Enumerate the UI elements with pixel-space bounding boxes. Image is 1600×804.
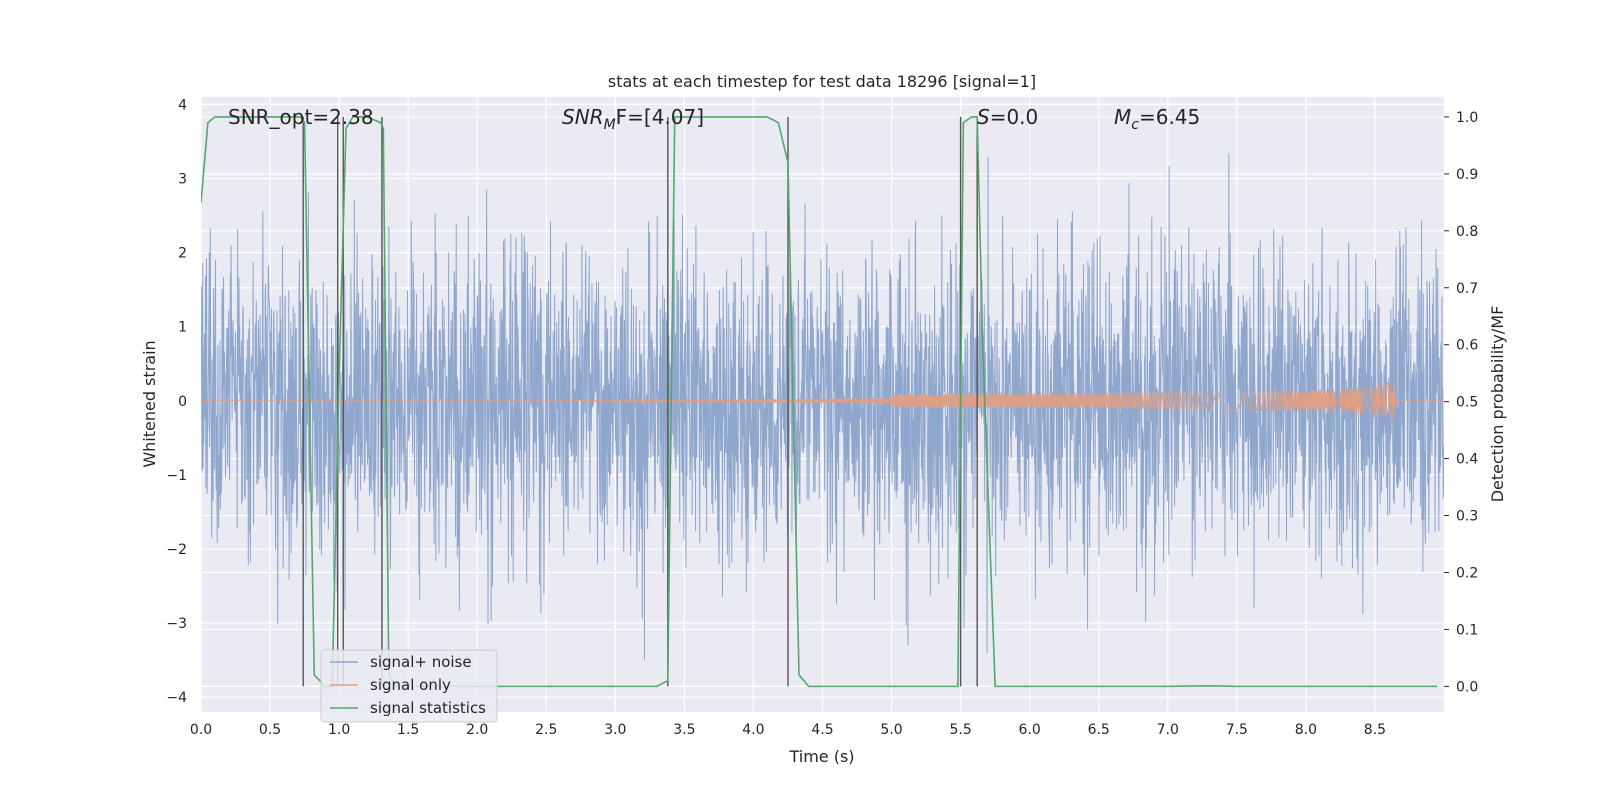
y2-tick-label: 0.6	[1456, 338, 1478, 354]
annotation-mc-subscript: c	[1131, 117, 1139, 133]
annotation-snr-mf: SNRMF=[4.07]	[562, 105, 704, 133]
chart-title: stats at each timestep for test data 182…	[608, 72, 1036, 91]
y-tick-label: 3	[178, 172, 187, 188]
y-tick-label: −3	[166, 616, 187, 632]
x-tick-label: 1.0	[328, 722, 350, 738]
x-tick-label: 7.0	[1157, 722, 1179, 738]
annotation-s-value: =0.0	[990, 105, 1039, 129]
annotation-s: S=0.0	[977, 105, 1038, 129]
legend-label-signal-noise: signal+ noise	[370, 653, 472, 671]
y2-tick-label: 0.4	[1456, 452, 1478, 468]
x-tick-label: 3.5	[673, 722, 695, 738]
x-tick-label: 8.0	[1295, 722, 1317, 738]
y2-tick-label: 0.2	[1456, 565, 1478, 581]
x-tick-label: 5.0	[880, 722, 902, 738]
x-tick-label: 4.0	[742, 722, 764, 738]
x-tick-label: 2.0	[466, 722, 488, 738]
annotation-mc-symbol: M	[1114, 105, 1131, 129]
x-tick-label: 0.0	[190, 722, 212, 738]
annotation-s-symbol: S	[977, 105, 990, 129]
y2-tick-label: 0.1	[1456, 622, 1478, 638]
y-axis-ticks: 4 3 2 1 0 −1 −2 −3 −4	[166, 97, 187, 706]
annotation-snr-mf-symbol: SNR	[562, 105, 604, 129]
series-signal-statistics	[201, 116, 1438, 688]
x-axis-label: Time (s)	[788, 747, 854, 766]
y2-tick-label: 0.8	[1456, 224, 1478, 240]
legend-label-signal-only: signal only	[370, 676, 451, 694]
y-tick-label: 4	[178, 97, 187, 113]
y-tick-label: 1	[178, 320, 187, 336]
series-signal-only	[201, 381, 1444, 422]
annotation-snr-mf-value: F=[4.07]	[616, 105, 704, 129]
annotation-mc: Mc=6.45	[1114, 105, 1200, 133]
y-tick-label: 2	[178, 246, 187, 262]
y-tick-label: −4	[166, 690, 187, 706]
annotation-mc-value: =6.45	[1139, 105, 1200, 129]
x-axis-ticks: 0.0 0.5 1.0 1.5 2.0 2.5 3.0 3.5 4.0 4.5 5.0 5.5 6.0 6…	[190, 722, 1386, 738]
series-signal-noise	[201, 153, 1444, 661]
y-tick-label: −2	[166, 542, 187, 558]
y2-axis-label: Detection probability/MF	[1488, 306, 1507, 503]
legend-label-signal-statistics: signal statistics	[370, 699, 486, 717]
x-tick-label: 7.5	[1226, 722, 1248, 738]
y2-tick-label: 0.9	[1456, 167, 1478, 183]
legend-box	[320, 649, 498, 723]
x-tick-label: 6.0	[1019, 722, 1041, 738]
x-tick-label: 6.5	[1088, 722, 1110, 738]
y-tick-label: 0	[178, 394, 187, 410]
annotation-snr-mf-subscript: M	[604, 117, 616, 133]
y2-tick-label: 1.0	[1456, 110, 1478, 126]
y2-tick-label: 0.5	[1456, 395, 1478, 411]
x-tick-label: 2.5	[535, 722, 557, 738]
annotation-snr-opt: SNR_opt=2.38	[228, 105, 374, 129]
y2-tick-label: 0.3	[1456, 509, 1478, 525]
y2-tick-label: 0.0	[1456, 679, 1478, 695]
y2-axis-ticks: 1.0 0.9 0.8 0.7 0.6 0.5 0.4 0.3 0.2 0.1 0.0	[1444, 110, 1478, 695]
y2-tick-label: 0.7	[1456, 281, 1478, 297]
x-tick-label: 5.5	[949, 722, 971, 738]
x-tick-label: 4.5	[811, 722, 833, 738]
x-tick-label: 1.5	[397, 722, 419, 738]
legend: signal+ noise signal only signal statist…	[320, 649, 498, 723]
x-tick-label: 3.0	[604, 722, 626, 738]
y-axis-label: Whitened strain	[140, 340, 159, 467]
x-tick-label: 0.5	[259, 722, 281, 738]
x-tick-label: 8.5	[1364, 722, 1386, 738]
y-tick-label: −1	[166, 468, 187, 484]
